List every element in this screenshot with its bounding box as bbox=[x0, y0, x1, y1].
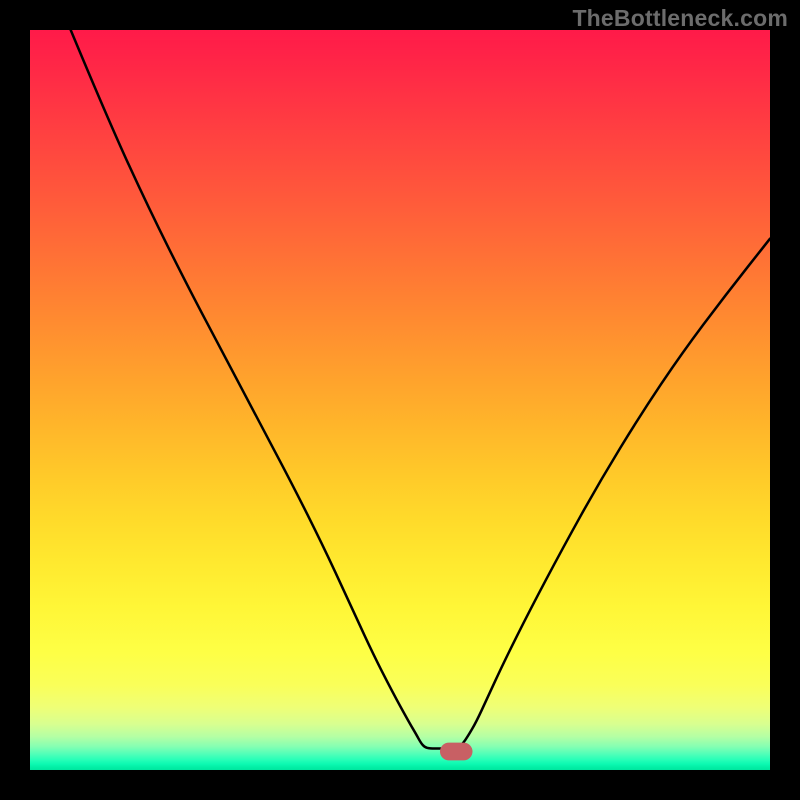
chart-background bbox=[30, 30, 770, 770]
watermark-text: TheBottleneck.com bbox=[572, 5, 788, 32]
bottleneck-chart bbox=[30, 30, 770, 770]
optimum-marker bbox=[440, 743, 473, 761]
canvas: TheBottleneck.com bbox=[0, 0, 800, 800]
